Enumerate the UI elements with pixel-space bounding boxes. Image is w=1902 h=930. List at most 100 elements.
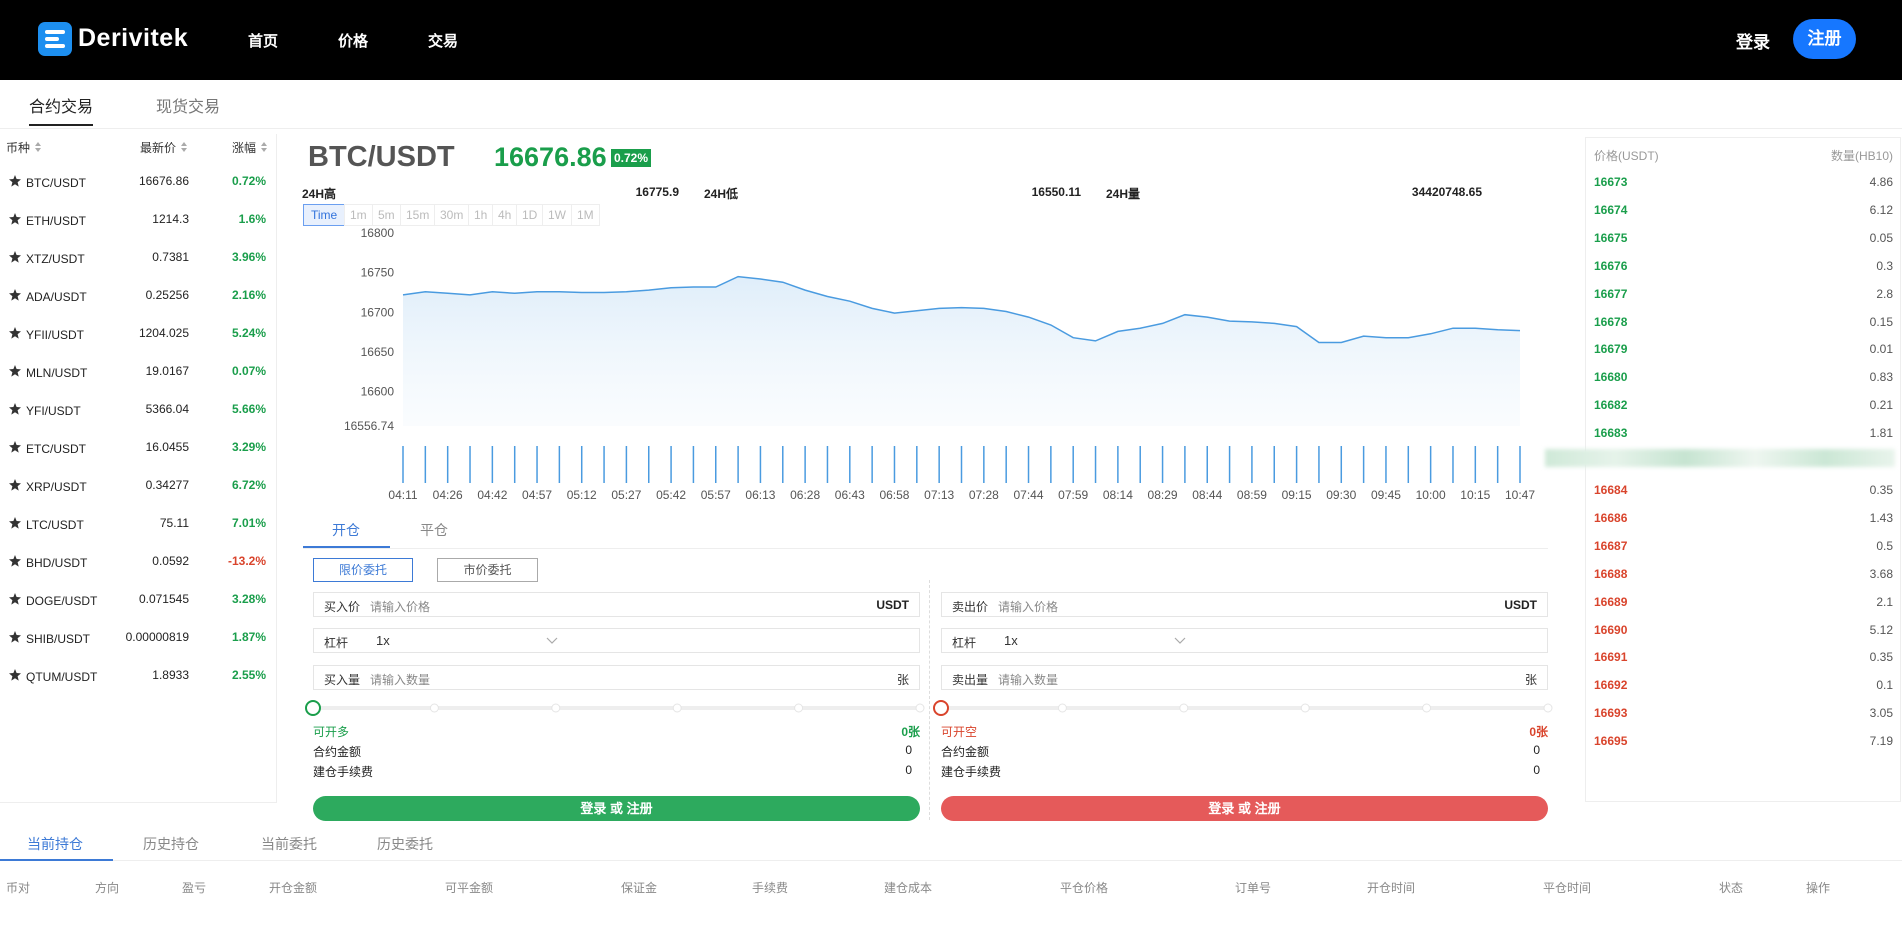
market-pair[interactable]: MLN/USDT	[26, 366, 88, 380]
ticker-change: 0.72%	[611, 149, 652, 167]
chevron	[1174, 637, 1186, 644]
market-price: 0.34277	[145, 478, 189, 492]
input-box[interactable]: 卖出量 请输入数量 张	[941, 665, 1548, 690]
stat-value: 34420748.65	[1411, 185, 1482, 199]
slider-dot	[794, 703, 804, 713]
market-pair[interactable]: BHD/USDT	[26, 556, 88, 570]
interval-button[interactable]: 30m	[434, 204, 470, 226]
y-tick-label: 16800	[361, 226, 395, 240]
market-pair[interactable]: LTC/USDT	[26, 518, 84, 532]
market-pair[interactable]: QTUM/USDT	[26, 670, 98, 684]
slider	[933, 700, 1553, 716]
market-column-header[interactable]: 涨幅	[232, 141, 257, 155]
interval-button[interactable]: 5m	[372, 204, 401, 226]
input-placeholder: 请输入价格	[998, 600, 1059, 614]
book-qty: 2.1	[1876, 594, 1893, 609]
positions-column-header: 开仓时间	[1367, 881, 1416, 895]
book-price: 16687	[1594, 538, 1628, 553]
market-pair[interactable]: XTZ/USDT	[26, 252, 85, 266]
positions-tab[interactable]: 当前委托	[261, 836, 317, 852]
star-icon	[9, 213, 21, 225]
market-column-header[interactable]: 币种	[6, 141, 31, 155]
market-pair[interactable]: ETC/USDT	[26, 442, 86, 456]
book-price: 16676	[1594, 258, 1628, 273]
market-pair[interactable]: ADA/USDT	[26, 290, 87, 304]
info-label: 建仓手续费	[313, 765, 374, 779]
blurred-band	[1545, 449, 1895, 467]
stat-label: 24H高	[302, 187, 337, 201]
star	[9, 441, 21, 453]
input-box[interactable]: 杠杆 1x	[313, 628, 920, 653]
market-change: 1.6%	[238, 212, 266, 226]
form-tab-underline	[303, 546, 390, 548]
positions-column-header: 平仓时间	[1543, 881, 1592, 895]
interval-button[interactable]: 1W	[542, 204, 572, 226]
form-tab[interactable]: 平仓	[420, 522, 448, 538]
x-tick-label: 06:28	[790, 488, 820, 502]
main-tab[interactable]: 合约交易	[29, 99, 94, 116]
positions-tab[interactable]: 历史持仓	[143, 836, 199, 852]
positions-tab-underline	[0, 859, 113, 861]
ticker-price: 16676.86	[494, 142, 607, 172]
market-column-header[interactable]: 最新价	[140, 141, 177, 155]
submit-button[interactable]: 登录 或 注册	[313, 796, 920, 821]
market-pair[interactable]: BTC/USDT	[26, 176, 86, 190]
book-price: 16695	[1594, 734, 1628, 749]
form-tab[interactable]: 开仓	[332, 522, 360, 538]
nav-link[interactable]: 首页	[248, 33, 279, 50]
book-qty: 3.68	[1869, 566, 1893, 581]
input-box[interactable]: 卖出价 请输入价格 USDT	[941, 592, 1548, 617]
market-change: 2.16%	[231, 288, 266, 302]
login-link[interactable]: 登录	[1736, 33, 1770, 52]
y-tick-label: 16556.74	[344, 419, 394, 433]
x-tick-label: 10:00	[1416, 488, 1446, 502]
input-unit: 张	[896, 673, 909, 687]
x-tick-label: 09:45	[1371, 488, 1401, 502]
logo-icon	[38, 22, 72, 56]
price-chart: 16556.74 16600 16650 16700 16750 16800 04:11 04…	[344, 226, 1535, 502]
info-value: 0	[905, 763, 912, 777]
input-box[interactable]: 杠杆 1x	[941, 628, 1548, 653]
sort-icon	[261, 142, 267, 152]
book-qty: 0.35	[1869, 650, 1893, 665]
star-icon	[9, 555, 21, 567]
market-pair[interactable]: YFI/USDT	[26, 404, 81, 418]
positions-column-header: 状态	[1719, 881, 1744, 895]
market-price: 0.25256	[145, 288, 189, 302]
star	[9, 213, 21, 225]
nav-link[interactable]: 交易	[428, 33, 459, 50]
market-change: 5.24%	[231, 326, 266, 340]
input-label: 杠杆	[324, 636, 349, 650]
positions-tab[interactable]: 当前持仓	[27, 836, 83, 852]
input-box[interactable]: 买入量 请输入数量 张	[313, 665, 920, 690]
market-price: 0.0592	[152, 554, 189, 568]
star	[9, 403, 21, 415]
nav-link[interactable]: 价格	[338, 33, 369, 50]
sort-up	[261, 142, 267, 146]
input-box[interactable]: 买入价 请输入价格 USDT	[313, 592, 920, 617]
star	[9, 251, 21, 263]
interval-button[interactable]: 1h	[468, 204, 494, 226]
available-value: 0张	[901, 725, 920, 739]
slider-handle	[933, 700, 949, 716]
positions-tab[interactable]: 历史委托	[377, 836, 433, 852]
market-pair[interactable]: SHIB/USDT	[26, 632, 91, 646]
market-pair[interactable]: ETH/USDT	[26, 214, 86, 228]
x-tick-label: 10:15	[1460, 488, 1490, 502]
positions-column-header: 平仓价格	[1060, 881, 1109, 895]
market-pair[interactable]: DOGE/USDT	[26, 594, 98, 608]
market-change: -13.2%	[227, 554, 266, 568]
market-pair[interactable]: XRP/USDT	[26, 480, 87, 494]
order-type-button[interactable]: 限价委托	[313, 558, 413, 582]
market-pair[interactable]: YFII/USDT	[26, 328, 85, 342]
main-tab[interactable]: 现货交易	[156, 99, 221, 116]
star	[9, 517, 21, 529]
book-price: 16682	[1594, 398, 1628, 413]
interval-button[interactable]: 1M	[571, 204, 600, 226]
register-button[interactable]: 注册	[1793, 19, 1856, 59]
interval-button[interactable]: 15m	[400, 204, 436, 226]
submit-button[interactable]: 登录 或 注册	[941, 796, 1548, 821]
star-icon	[9, 327, 21, 339]
order-type-button[interactable]: 市价委托	[437, 558, 538, 582]
stat-label: 24H低	[704, 187, 739, 201]
